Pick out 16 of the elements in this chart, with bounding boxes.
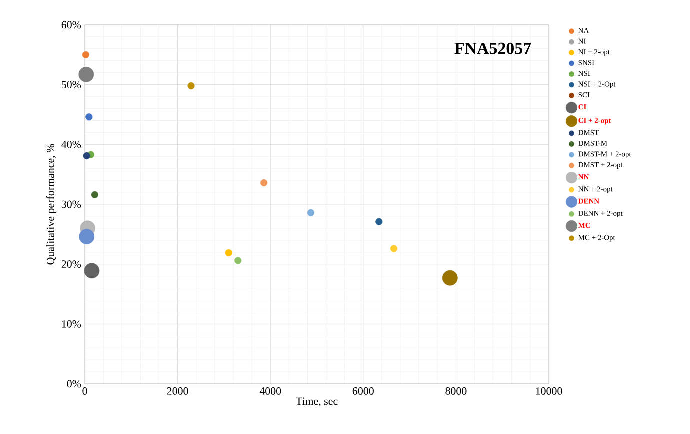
y-tick-label: 50% <box>62 81 82 89</box>
x-axis-title: Time, sec <box>296 398 338 407</box>
x-tick-label: 8000 <box>446 388 467 395</box>
y-tick-label: 0% <box>67 380 82 388</box>
y-tick-label: 20% <box>62 260 82 268</box>
y-tick-label: 30% <box>62 200 82 208</box>
x-tick-label: 4000 <box>260 388 282 395</box>
x-tick-label: 0 <box>82 388 88 395</box>
text: FNA52057 <box>454 42 532 54</box>
y-tick-label: 60% <box>62 21 82 29</box>
x-tick-label: 6000 <box>352 388 374 395</box>
y-tick-label: 10% <box>62 320 82 328</box>
y-tick-label: 40% <box>62 140 82 148</box>
x-tick-label: 2000 <box>167 388 188 395</box>
x-tick-label: 10000 <box>536 388 562 395</box>
y-axis-title: Qualitative performance, % <box>46 144 57 265</box>
